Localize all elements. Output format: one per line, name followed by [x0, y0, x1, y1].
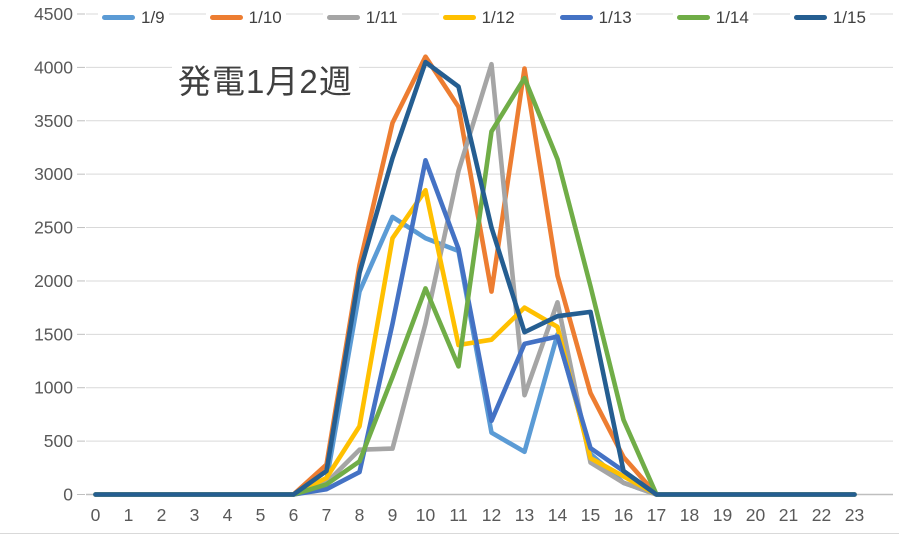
x-axis-label: 21	[779, 505, 798, 525]
series-line-1/11[interactable]	[93, 61, 857, 497]
y-axis-label: 2000	[34, 271, 73, 291]
x-axis-label: 17	[647, 505, 666, 525]
x-axis-label: 6	[289, 505, 299, 525]
legend-swatch-icon	[793, 14, 827, 20]
x-axis-label: 13	[515, 505, 534, 525]
legend-item-1/13[interactable]: 1/13	[555, 7, 636, 27]
series-line-1/15[interactable]	[93, 59, 857, 497]
x-axis-label: 7	[322, 505, 332, 525]
y-axis-label: 500	[44, 431, 73, 451]
x-axis-label: 18	[680, 505, 699, 525]
legend-label: 1/15	[832, 7, 866, 27]
y-axis-label: 3000	[34, 164, 73, 184]
x-axis-label: 23	[845, 505, 864, 525]
x-axis-label: 15	[581, 505, 600, 525]
legend-item-1/12[interactable]: 1/12	[438, 7, 519, 27]
legend-swatch-icon	[102, 14, 135, 20]
y-axis-label: 3500	[34, 111, 73, 131]
legend-swatch-icon	[326, 14, 360, 20]
x-axis-label: 11	[449, 505, 467, 525]
x-axis-label: 19	[713, 505, 732, 525]
chart-title[interactable]: 発電1月2週	[172, 53, 359, 105]
chart-legend: 1/9 1/10 1/11 1/12 1/13 1/14 1/15	[98, 4, 870, 30]
x-axis-label: 0	[91, 505, 101, 525]
legend-label: 1/10	[248, 7, 282, 27]
legend-label: 1/12	[481, 7, 515, 27]
legend-item-1/15[interactable]: 1/15	[789, 7, 870, 27]
x-axis-label: 9	[388, 505, 398, 525]
x-axis-label: 12	[482, 505, 501, 525]
x-axis-label: 4	[223, 505, 233, 525]
x-axis-label: 16	[614, 505, 633, 525]
x-axis-label: 1	[124, 505, 134, 525]
y-axis-label: 4500	[34, 4, 73, 24]
series-line-1/14[interactable]	[93, 75, 857, 497]
x-axis-label: 3	[190, 505, 200, 525]
x-axis-label: 22	[812, 505, 831, 525]
legend-label: 1/14	[715, 7, 749, 27]
x-axis-label: 10	[416, 505, 436, 525]
legend-item-1/14[interactable]: 1/14	[672, 7, 753, 27]
legend-swatch-icon	[559, 14, 593, 20]
legend-item-1/11[interactable]: 1/11	[322, 7, 402, 27]
x-axis-label: 5	[256, 505, 266, 525]
legend-item-1/10[interactable]: 1/10	[205, 7, 286, 27]
y-axis-label: 2500	[34, 218, 73, 238]
x-axis-label: 20	[746, 505, 766, 525]
x-axis-label: 8	[355, 505, 365, 525]
legend-item-1/9[interactable]: 1/9	[98, 7, 169, 27]
legend-swatch-icon	[676, 14, 710, 20]
x-axis-label: 14	[548, 505, 568, 525]
legend-label: 1/13	[598, 7, 632, 27]
legend-swatch-icon	[442, 14, 476, 20]
y-axis-label: 0	[63, 485, 73, 505]
y-axis-label: 1500	[34, 324, 73, 344]
legend-label: 1/9	[141, 7, 165, 27]
y-axis-label: 1000	[34, 378, 73, 398]
legend-swatch-icon	[209, 14, 243, 20]
x-axis-label: 2	[157, 505, 167, 525]
legend-label: 1/11	[365, 7, 398, 27]
y-axis-label: 4000	[34, 57, 73, 77]
